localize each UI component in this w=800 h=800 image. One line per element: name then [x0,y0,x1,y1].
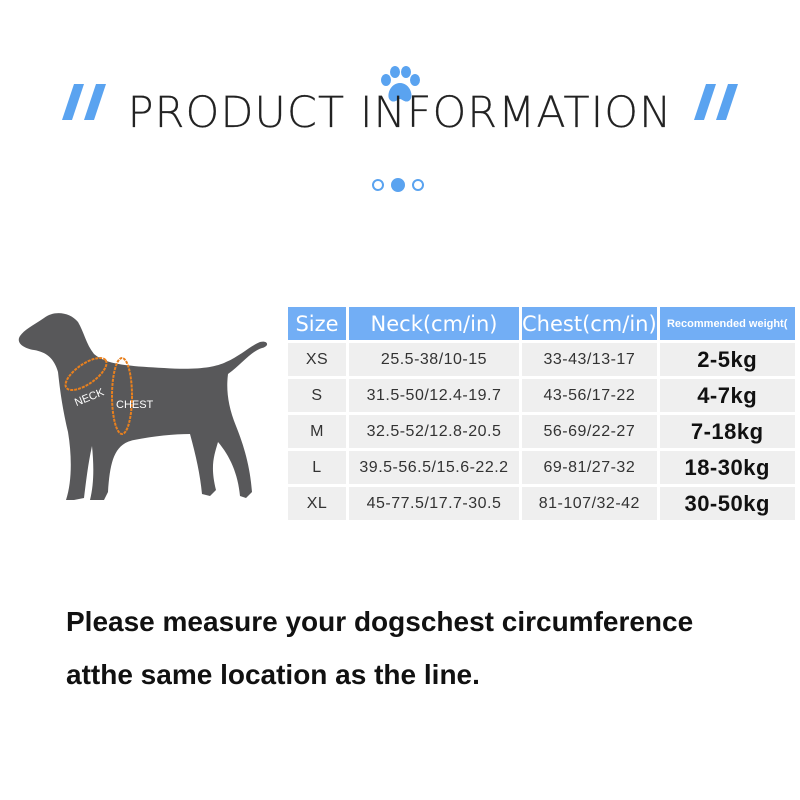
cell-size: XS [288,343,346,376]
measure-instruction-line2: atthe same location as the line. [66,659,480,690]
header-weight: Recommended weight( [659,307,795,340]
table-row: XL 45-77.5/17.7-30.5 81-107/32-42 30-50kg [288,487,795,520]
carousel-dot[interactable] [372,179,384,191]
header-chest: Chest(cm/in) [522,307,657,340]
size-chart-table: Size Neck(cm/in) Chest(cm/in) Recommende… [285,304,798,523]
measure-instruction-line1: Please measure your dogschest circumfere… [66,606,694,637]
cell-size: S [288,379,346,412]
left-quote-mark [62,84,106,120]
cell-chest: 81-107/32-42 [522,487,657,520]
cell-chest: 43-56/17-22 [522,379,657,412]
carousel-dot-active[interactable] [391,178,405,192]
cell-neck: 31.5-50/12.4-19.7 [349,379,519,412]
cell-weight: 4-7kg [659,379,795,412]
dog-measurement-diagram: NECK CHEST [18,313,268,500]
cell-weight: 18-30kg [659,451,795,484]
cell-chest: 33-43/13-17 [522,343,657,376]
cell-chest: 69-81/27-32 [522,451,657,484]
cell-chest: 56-69/22-27 [522,415,657,448]
chest-label: CHEST [116,399,154,411]
carousel-dots [372,178,424,192]
cell-size: M [288,415,346,448]
cell-weight: 7-18kg [659,415,795,448]
page-title: PRODUCT INFORMATION [127,88,673,138]
dog-silhouette [18,313,268,500]
cell-weight: 30-50kg [659,487,795,520]
header-size: Size [288,307,346,340]
cell-neck: 45-77.5/17.7-30.5 [349,487,519,520]
table-row: S 31.5-50/12.4-19.7 43-56/17-22 4-7kg [288,379,795,412]
header-neck: Neck(cm/in) [349,307,519,340]
neck-measure-line [64,356,108,392]
carousel-dot[interactable] [412,179,424,191]
cell-size: L [288,451,346,484]
table-row: L 39.5-56.5/15.6-22.2 69-81/27-32 18-30kg [288,451,795,484]
paw-icon [381,66,420,102]
cell-neck: 39.5-56.5/15.6-22.2 [349,451,519,484]
table-row: XS 25.5-38/10-15 33-43/13-17 2-5kg [288,343,795,376]
chest-measure-line [111,357,133,435]
table-header-row: Size Neck(cm/in) Chest(cm/in) Recommende… [288,307,795,340]
cell-size: XL [288,487,346,520]
cell-weight: 2-5kg [659,343,795,376]
right-quote-mark [694,84,738,120]
cell-neck: 32.5-52/12.8-20.5 [349,415,519,448]
table-row: M 32.5-52/12.8-20.5 56-69/22-27 7-18kg [288,415,795,448]
cell-neck: 25.5-38/10-15 [349,343,519,376]
